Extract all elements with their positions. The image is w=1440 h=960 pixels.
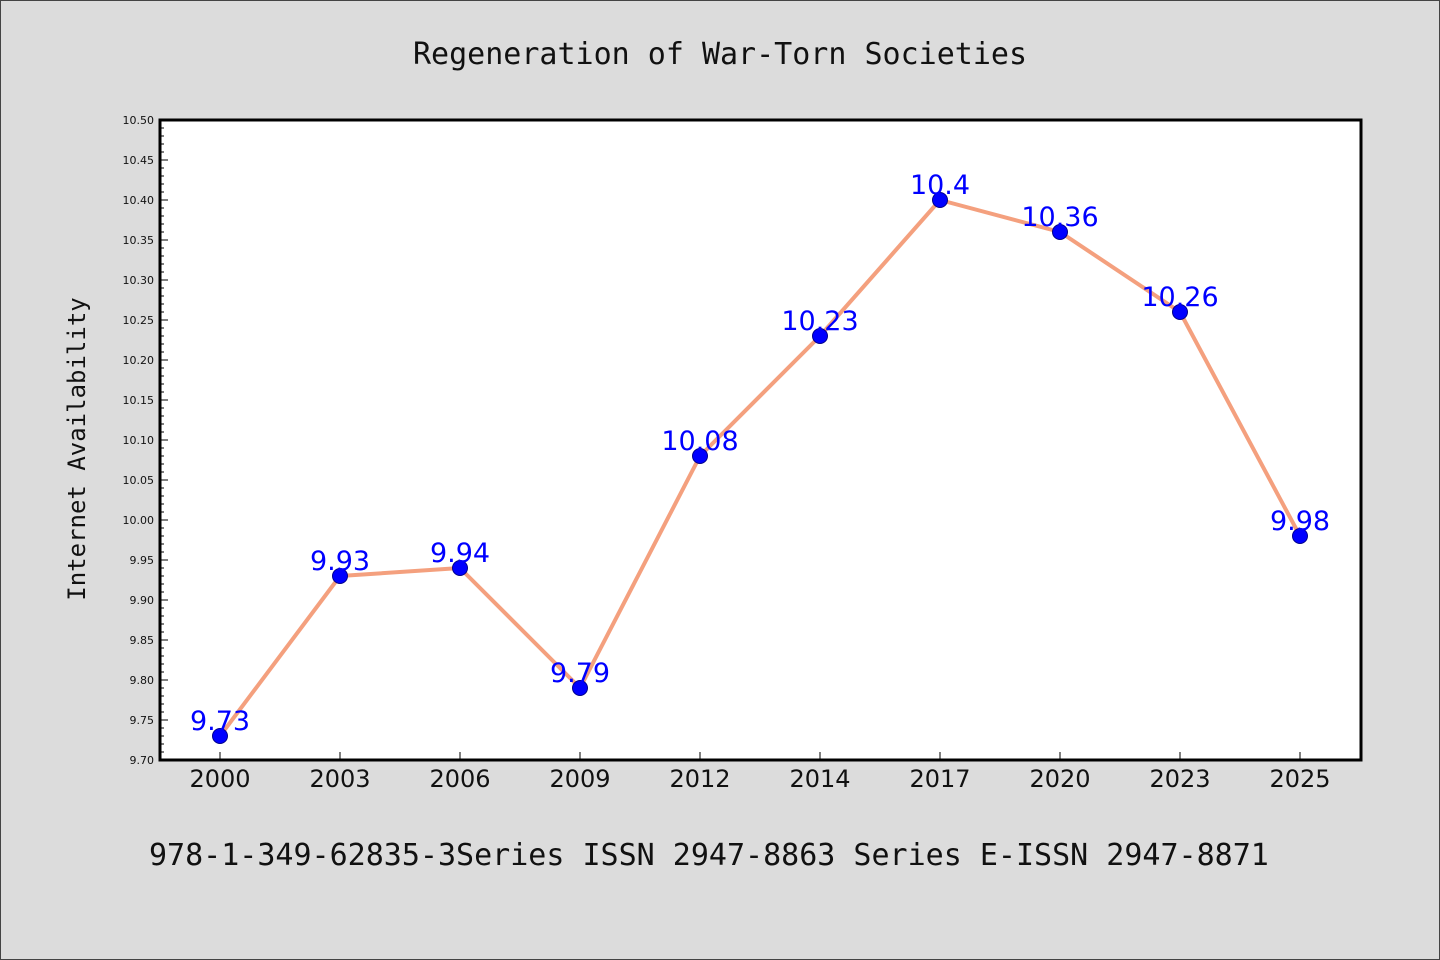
data-label: 10.08 — [661, 426, 738, 457]
y-tick-label: 9.70 — [130, 754, 155, 767]
y-tick-label: 10.20 — [123, 354, 155, 367]
y-tick-label: 10.05 — [123, 474, 155, 487]
y-tick-label: 10.00 — [123, 514, 155, 527]
plot-frame — [158, 118, 1363, 762]
data-label: 9.94 — [430, 538, 490, 569]
y-tick-label: 10.30 — [123, 274, 155, 287]
y-tick-label: 10.25 — [123, 314, 155, 327]
x-tick-label: 2000 — [189, 765, 250, 793]
series-layer — [212, 192, 1308, 744]
x-tick-label: 2006 — [429, 765, 490, 793]
x-tick-label: 2009 — [549, 765, 610, 793]
data-point-marker — [932, 192, 948, 208]
data-point-marker — [692, 448, 708, 464]
data-point-marker — [212, 728, 228, 744]
data-label: 9.93 — [310, 546, 370, 577]
chart-title: Regeneration of War-Torn Societies — [413, 37, 1027, 72]
x-tick-label: 2014 — [789, 765, 850, 793]
y-axis-label: Internet Availability — [63, 297, 91, 600]
plot-area — [160, 120, 1361, 760]
data-point-marker — [452, 560, 468, 576]
data-point-marker — [332, 568, 348, 584]
data-label: 9.98 — [1270, 506, 1330, 537]
series-line — [218, 198, 1302, 738]
data-label: 9.79 — [550, 658, 610, 689]
y-tick-label: 10.10 — [123, 434, 155, 447]
x-tick-label: 2012 — [669, 765, 730, 793]
data-point-marker — [1292, 528, 1308, 544]
y-tick-label: 9.90 — [130, 594, 155, 607]
y-tick-label: 9.75 — [130, 714, 155, 727]
x-tick-label: 2017 — [909, 765, 970, 793]
x-tick-label: 2003 — [309, 765, 370, 793]
data-label: 10.23 — [781, 306, 858, 337]
y-tick-label: 9.80 — [130, 674, 155, 687]
data-point-marker — [572, 680, 588, 696]
data-labels-layer: 9.73 9.93 9.94 9.79 10.08 10.23 10.4 10.36 10.26… — [190, 170, 1330, 737]
y-tick-label: 10.35 — [123, 234, 155, 247]
y-tick-label: 9.95 — [130, 554, 155, 567]
y-tick-label: 10.40 — [123, 194, 155, 207]
data-label: 9.73 — [190, 706, 250, 737]
y-tick-label: 9.85 — [130, 634, 155, 647]
y-tick-label: 10.45 — [123, 154, 155, 167]
y-tick-label: 10.15 — [123, 394, 155, 407]
x-axis-ticks: 2000 2003 2006 2009 2012 2014 2017 2020 2023 2025 — [189, 752, 1331, 793]
data-label: 10.4 — [910, 170, 970, 201]
footer-isbn-issn: 978-1-349-62835-3Series ISSN 2947-8863 S… — [149, 838, 1269, 873]
data-point-marker — [1052, 224, 1068, 240]
x-tick-label: 2023 — [1149, 765, 1210, 793]
y-tick-label: 10.50 — [123, 114, 155, 127]
x-tick-label: 2020 — [1029, 765, 1090, 793]
data-point-marker — [1172, 304, 1188, 320]
x-tick-label: 2025 — [1269, 765, 1330, 793]
data-label: 10.36 — [1021, 202, 1098, 233]
data-label: 10.26 — [1141, 282, 1218, 313]
data-point-marker — [812, 328, 828, 344]
